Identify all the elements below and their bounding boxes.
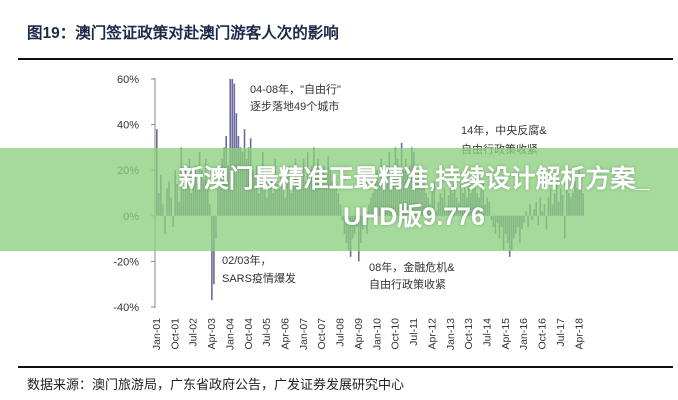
x-tick-label: Jan-07 — [298, 318, 310, 350]
x-tick-label: Jul-11 — [408, 318, 420, 346]
source-note: 数据来源：澳门旅游局，广东省政府公告，广发证券发展研究中心 — [27, 377, 405, 392]
chart-title: 图19：澳门签证政策对赴澳门游客人次的影响 — [27, 25, 339, 42]
banner-line-1: 新澳门最精准正最精准,持续设计解析方案_ — [178, 165, 650, 193]
annotation-1-line2: 逐步落地49个城市 — [250, 99, 339, 113]
x-tick-label: Jul-05 — [261, 318, 273, 347]
bar — [229, 79, 232, 216]
annotation-1-line1: 04-08年，"自由行" — [250, 82, 341, 96]
x-tick-label: Apr-18 — [573, 318, 585, 350]
bar — [231, 79, 234, 216]
x-tick-label: Oct-04 — [243, 318, 255, 350]
y-tick-label: 40% — [117, 120, 139, 132]
y-tick-label: 60% — [117, 74, 139, 86]
x-tick-label: Jan-13 — [445, 318, 457, 350]
x-tick-label: Jul-08 — [335, 318, 347, 347]
annotation-3-line2: SARS疫情爆发 — [222, 271, 296, 285]
x-tick-label: Apr-09 — [353, 318, 365, 350]
source-divider — [18, 366, 673, 368]
x-tick-label: Jan-10 — [371, 318, 383, 350]
x-tick-label: Jan-16 — [518, 318, 530, 350]
x-tick-label: Oct-16 — [537, 318, 549, 350]
x-tick-label: Oct-01 — [169, 318, 181, 350]
annotation-2-line1: 14年，中央反腐& — [461, 123, 547, 137]
x-tick-label: Apr-03 — [206, 318, 218, 350]
x-tick-label: Jul-02 — [188, 318, 200, 347]
x-tick-label: Apr-15 — [500, 318, 512, 350]
overlay-banner-text: 新澳门最精准正最精准,持续设计解析方案_ UHD版9.776 — [150, 160, 678, 236]
y-tick-label: -20% — [113, 256, 139, 268]
banner-line-2: UHD版9.776 — [343, 203, 485, 231]
x-tick-label: Apr-12 — [426, 318, 438, 350]
x-tick-label: Jul-14 — [481, 318, 493, 347]
overlay-banner — [0, 148, 678, 251]
x-tick-label: Jan-04 — [224, 318, 236, 350]
x-tick-label: Apr-06 — [280, 318, 292, 350]
x-tick-label: Jan-01 — [151, 318, 163, 350]
x-tick-label: Oct-07 — [316, 318, 328, 350]
x-tick-label: Oct-13 — [463, 318, 475, 350]
annotation-4-line1: 08年，金融危机& — [369, 260, 455, 274]
annotation-3-line1: 02/03年， — [222, 253, 272, 267]
bar — [211, 215, 213, 301]
x-tick-label: Jul-17 — [555, 318, 567, 347]
annotation-4-line2: 自由行政策收紧 — [369, 277, 446, 291]
x-tick-label: Oct-10 — [390, 318, 402, 350]
y-tick-label: -40% — [113, 302, 139, 314]
title-divider — [18, 58, 673, 60]
